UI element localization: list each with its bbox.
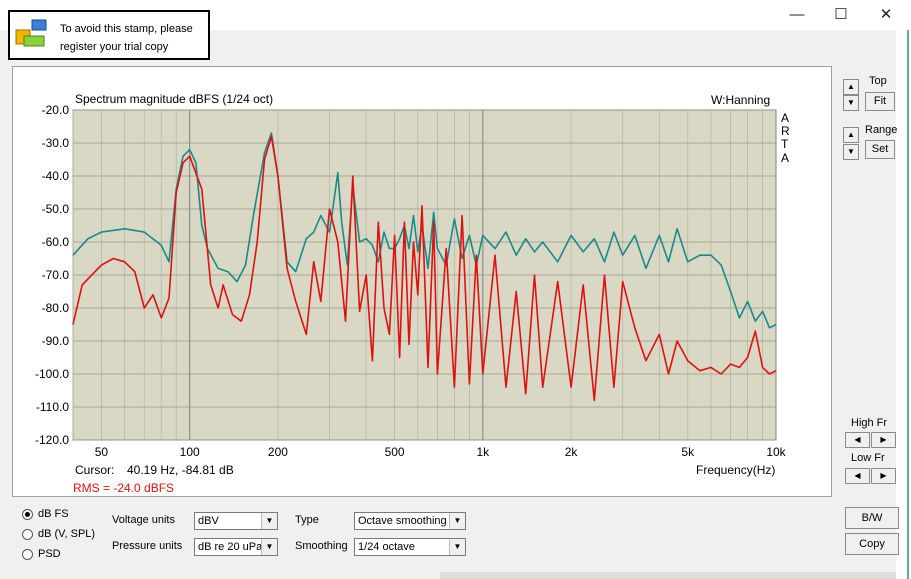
stamp-line-2: register your trial copy <box>60 41 169 53</box>
radio-dbfs-label: dB FS <box>38 508 69 520</box>
voltage-units-value: dBV <box>198 515 219 527</box>
brand-letter-a2: A <box>781 151 789 165</box>
smoothing-value: 1/24 octave <box>358 541 415 553</box>
top-up-button[interactable]: ▲ <box>843 79 859 95</box>
minimize-button[interactable]: — <box>789 6 805 23</box>
spectrum-chart[interactable]: -20.0 -30.0 -40.0 -50.0 -60.0 -70.0 -80.0 -90.0… <box>13 67 831 496</box>
high-freq-left-button[interactable]: ◀ <box>845 432 870 448</box>
chevron-down-icon: ▼ <box>261 513 277 529</box>
top-down-button[interactable]: ▼ <box>843 95 859 111</box>
low-freq-label: Low Fr <box>851 452 885 464</box>
y-tick-label: -20.0 <box>42 103 70 117</box>
radio-dbv-spl-label: dB (V, SPL) <box>38 528 96 540</box>
y-tick-label: -40.0 <box>42 169 70 183</box>
x-tick-label: 50 <box>95 445 109 459</box>
high-freq-label: High Fr <box>851 417 888 429</box>
x-axis-title: Frequency(Hz) <box>696 463 775 477</box>
radio-dbv-spl[interactable] <box>22 529 33 540</box>
graph-panel: -20.0 -30.0 -40.0 -50.0 -60.0 -70.0 -80.0 -90.0… <box>12 66 832 497</box>
close-button[interactable]: ✕ <box>879 6 893 23</box>
high-freq-right-button[interactable]: ▶ <box>871 432 896 448</box>
type-label: Type <box>295 514 319 526</box>
range-down-button[interactable]: ▼ <box>843 144 859 160</box>
series-lines <box>72 132 777 402</box>
x-tick-label: 2k <box>565 445 579 459</box>
y-axis-labels: -20.0 -30.0 -40.0 -50.0 -60.0 -70.0 -80.0 -90.0… <box>35 103 69 447</box>
range-up-button[interactable]: ▲ <box>843 127 859 143</box>
cursor-value: 40.19 Hz, -84.81 dB <box>127 463 234 477</box>
rms-readout: RMS = -24.0 dBFS <box>73 481 174 495</box>
chevron-down-icon: ▼ <box>261 539 277 555</box>
brand-letter-t: T <box>781 137 789 151</box>
low-freq-right-button[interactable]: ▶ <box>871 468 896 484</box>
x-tick-label: 10k <box>766 445 786 459</box>
radio-psd-label: PSD <box>38 548 61 560</box>
radio-dbfs[interactable] <box>22 509 33 520</box>
y-tick-label: -70.0 <box>42 268 70 282</box>
series-line-teal <box>72 132 777 329</box>
x-tick-label: 200 <box>268 445 288 459</box>
brand-letter-a: A <box>781 111 789 125</box>
smoothing-label: Smoothing <box>295 540 348 552</box>
pressure-units-label: Pressure units <box>112 540 183 552</box>
voltage-units-select[interactable]: dBV ▼ <box>194 512 278 530</box>
maximize-button[interactable]: ☐ <box>834 6 848 23</box>
y-tick-label: -60.0 <box>42 235 70 249</box>
x-tick-label: 1k <box>476 445 490 459</box>
y-tick-label: -80.0 <box>42 301 70 315</box>
set-button[interactable]: Set <box>865 140 895 159</box>
x-axis-labels: 50 100 200 500 1k 2k 5k 10k <box>95 445 787 459</box>
smoothing-select[interactable]: 1/24 octave ▼ <box>354 538 466 556</box>
series-line-red <box>72 135 777 402</box>
status-strip <box>440 572 896 579</box>
chart-title: Spectrum magnitude dBFS (1/24 oct) <box>75 92 273 106</box>
chevron-down-icon: ▼ <box>449 513 465 529</box>
trial-stamp: To avoid this stamp, please register you… <box>8 10 210 60</box>
brand-letter-r: R <box>781 124 790 138</box>
low-freq-left-button[interactable]: ◀ <box>845 468 870 484</box>
x-tick-label: 5k <box>681 445 695 459</box>
fit-button[interactable]: Fit <box>865 92 895 111</box>
bw-button[interactable]: B/W <box>845 507 899 529</box>
radio-psd[interactable] <box>22 549 33 560</box>
type-select[interactable]: Octave smoothing ▼ <box>354 512 466 530</box>
copy-button[interactable]: Copy <box>845 533 899 555</box>
y-tick-label: -120.0 <box>35 433 69 447</box>
stamp-line-1: To avoid this stamp, please <box>60 23 193 35</box>
top-label: Top <box>869 75 887 87</box>
y-tick-label: -30.0 <box>42 136 70 150</box>
pressure-units-value: dB re 20 uPa <box>198 541 263 553</box>
y-tick-label: -110.0 <box>36 400 69 414</box>
y-tick-label: -50.0 <box>42 202 70 216</box>
voltage-units-label: Voltage units <box>112 514 175 526</box>
type-value: Octave smoothing <box>358 515 447 527</box>
pressure-units-select[interactable]: dB re 20 uPa ▼ <box>194 538 278 556</box>
x-tick-label: 500 <box>385 445 405 459</box>
window-edge <box>896 30 911 579</box>
range-label: Range <box>865 124 898 136</box>
x-tick-label: 100 <box>180 445 200 459</box>
stamp-icon <box>15 19 47 47</box>
y-tick-label: -90.0 <box>42 334 70 348</box>
window-function-label: W:Hanning <box>711 93 770 107</box>
cursor-label: Cursor: <box>75 463 114 477</box>
y-tick-label: -100.0 <box>35 367 69 381</box>
chevron-down-icon: ▼ <box>449 539 465 555</box>
